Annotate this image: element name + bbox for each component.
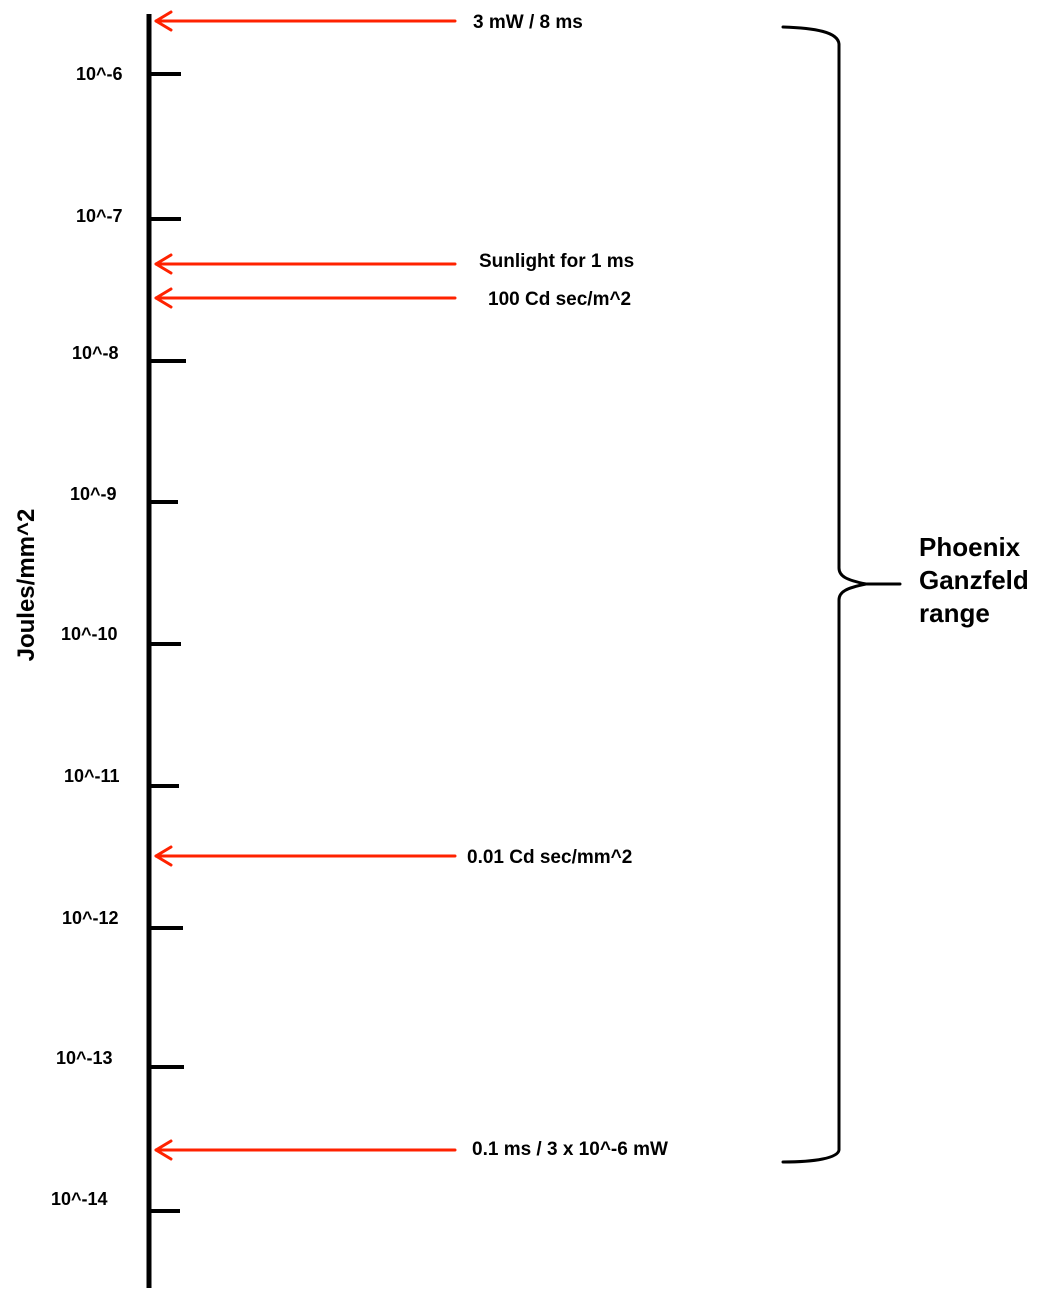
tick-label: 10^-9: [70, 484, 117, 504]
marker-labels: 3 mW / 8 ms Sunlight for 1 ms 100 Cd sec…: [467, 12, 668, 1160]
marker-arrow: [154, 287, 457, 309]
marker-label: 0.1 ms / 3 x 10^-6 mW: [472, 1139, 668, 1160]
marker-arrows: [154, 10, 457, 1161]
marker-label: 0.01 Cd sec/mm^2: [467, 847, 632, 868]
range-label-line: Ganzfeld: [919, 565, 1029, 595]
tick-label: 10^-7: [76, 206, 123, 226]
axis-label: Joules/mm^2: [13, 509, 40, 662]
marker-arrow: [154, 845, 457, 867]
tick-label: 10^-6: [76, 64, 123, 84]
tick-marks: [149, 72, 186, 1213]
marker-label: 100 Cd sec/m^2: [488, 289, 631, 310]
range-label-line: range: [919, 598, 990, 628]
marker-arrow: [154, 253, 457, 275]
range-label: Phoenix Ganzfeld range: [919, 532, 1029, 628]
tick-label: 10^-10: [61, 624, 118, 644]
tick-label: 10^-8: [72, 343, 119, 363]
tick-labels: 10^-6 10^-7 10^-8 10^-9 10^-10 10^-11 10…: [51, 64, 123, 1209]
marker-label: Sunlight for 1 ms: [479, 251, 634, 272]
marker-arrow: [154, 10, 457, 32]
tick-label: 10^-13: [56, 1048, 113, 1068]
range-label-line: Phoenix: [919, 532, 1021, 562]
marker-arrow: [154, 1139, 457, 1161]
tick-label: 10^-14: [51, 1189, 108, 1209]
marker-label: 3 mW / 8 ms: [473, 12, 583, 33]
tick-label: 10^-11: [64, 766, 120, 786]
range-brace: [781, 25, 902, 1164]
tick-label: 10^-12: [62, 908, 119, 928]
